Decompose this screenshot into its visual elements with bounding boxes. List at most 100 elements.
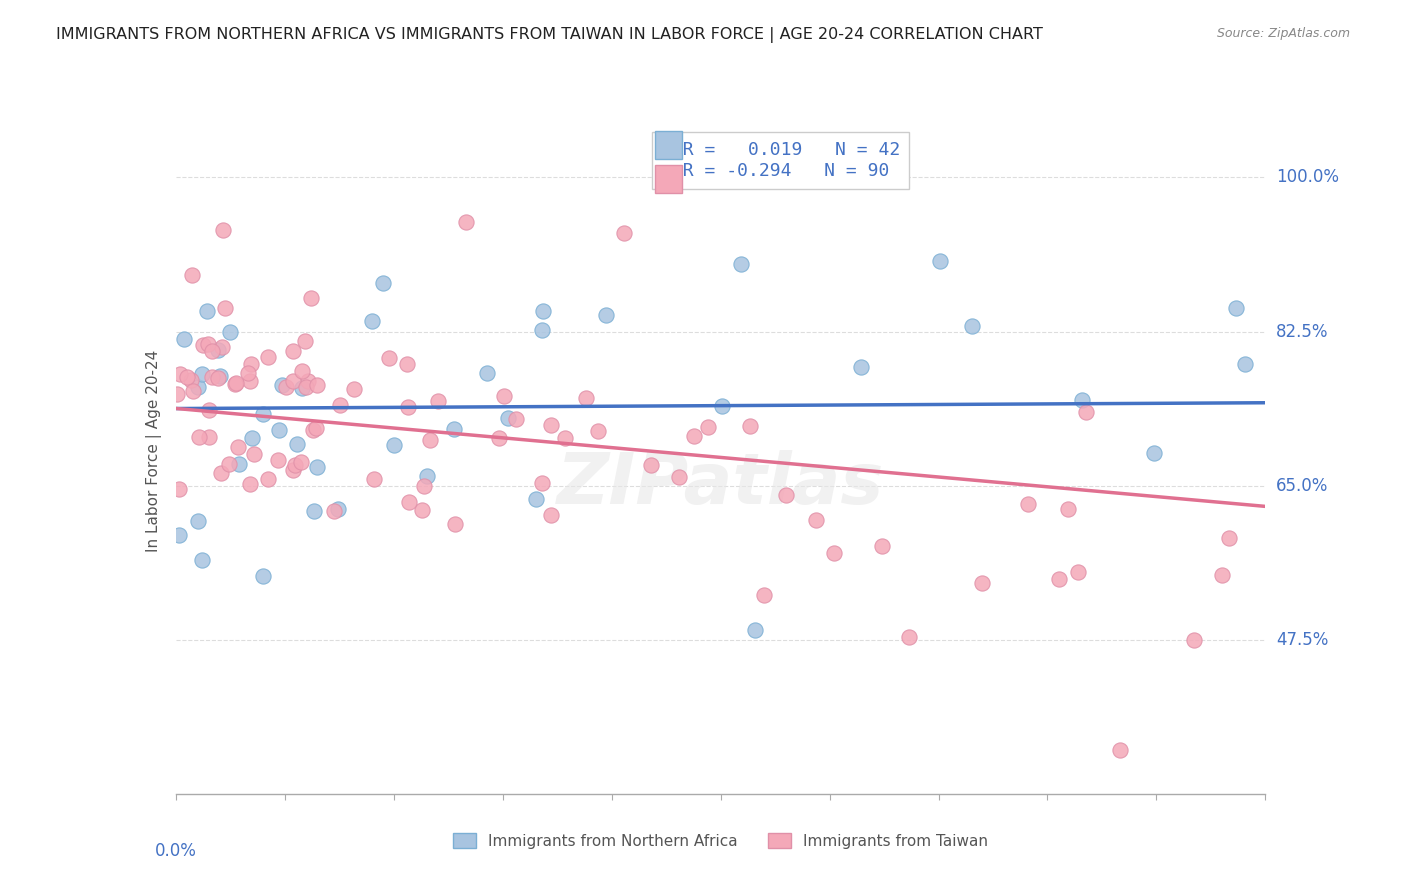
Point <box>872 540 894 554</box>
Point <box>574 392 596 406</box>
Point <box>554 431 576 445</box>
Point <box>198 403 221 417</box>
Point <box>167 527 190 541</box>
Point <box>851 360 873 375</box>
Point <box>191 552 214 566</box>
Point <box>531 303 554 318</box>
Point <box>823 546 845 560</box>
Point <box>166 386 188 401</box>
Point <box>740 419 762 434</box>
Point <box>640 458 662 472</box>
Point <box>211 222 233 236</box>
Point <box>531 475 554 490</box>
Point <box>243 447 266 461</box>
Point <box>187 380 209 394</box>
Point <box>360 314 382 328</box>
Point <box>299 292 322 306</box>
Text: 82.5%: 82.5% <box>1277 323 1329 341</box>
Point <box>1143 446 1166 460</box>
Point <box>305 459 328 474</box>
Point <box>898 630 921 644</box>
Point <box>218 458 240 472</box>
Point <box>668 469 690 483</box>
Point <box>416 469 439 483</box>
Point <box>970 576 993 591</box>
Point <box>211 340 233 354</box>
Legend: Immigrants from Northern Africa, Immigrants from Taiwan: Immigrants from Northern Africa, Immigra… <box>447 827 994 855</box>
Point <box>228 457 250 471</box>
Point <box>239 374 262 388</box>
Point <box>730 257 752 271</box>
Point <box>411 503 433 517</box>
Point <box>1047 573 1070 587</box>
Point <box>240 431 263 445</box>
FancyBboxPatch shape <box>655 131 682 159</box>
Point <box>1218 531 1240 545</box>
Text: 47.5%: 47.5% <box>1277 631 1329 648</box>
Point <box>219 325 242 339</box>
Point <box>1211 568 1233 582</box>
Point <box>488 431 510 445</box>
Point <box>195 304 218 318</box>
Point <box>297 374 319 388</box>
Point <box>697 419 720 434</box>
Point <box>396 401 419 415</box>
Point <box>492 389 515 403</box>
Point <box>291 381 314 395</box>
FancyBboxPatch shape <box>655 165 682 193</box>
Point <box>191 367 214 381</box>
Point <box>413 479 436 493</box>
Point <box>283 374 305 388</box>
Text: R =   0.019   N = 42
  R = -0.294   N = 90: R = 0.019 N = 42 R = -0.294 N = 90 <box>661 141 900 180</box>
Point <box>214 301 236 315</box>
Point <box>191 338 214 352</box>
Point <box>323 504 346 518</box>
Point <box>226 440 249 454</box>
Point <box>378 351 401 365</box>
Point <box>419 433 441 447</box>
Text: Source: ZipAtlas.com: Source: ZipAtlas.com <box>1216 27 1350 40</box>
Point <box>456 214 478 228</box>
Point <box>209 467 232 481</box>
Point <box>775 488 797 502</box>
Point <box>443 422 465 436</box>
Point <box>1182 633 1205 648</box>
Text: 0.0%: 0.0% <box>155 842 197 860</box>
Point <box>187 514 209 528</box>
Point <box>290 455 312 469</box>
Point <box>305 377 328 392</box>
Point <box>1017 497 1039 511</box>
Point <box>683 429 706 443</box>
Point <box>236 366 259 380</box>
Text: 100.0%: 100.0% <box>1277 169 1340 186</box>
Point <box>711 400 734 414</box>
Point <box>267 453 290 467</box>
Point <box>169 482 191 496</box>
Point <box>225 376 247 390</box>
Point <box>281 343 304 358</box>
Point <box>267 423 290 437</box>
Point <box>329 399 352 413</box>
Point <box>239 476 262 491</box>
Point <box>426 394 449 409</box>
Point <box>595 308 617 322</box>
Point <box>180 373 202 387</box>
Point <box>343 383 366 397</box>
Point <box>294 334 316 348</box>
Point <box>754 588 776 602</box>
Text: IMMIGRANTS FROM NORTHERN AFRICA VS IMMIGRANTS FROM TAIWAN IN LABOR FORCE | AGE 2: IMMIGRANTS FROM NORTHERN AFRICA VS IMMIG… <box>56 27 1043 43</box>
Point <box>1074 404 1097 418</box>
Point <box>285 437 308 451</box>
Point <box>207 371 229 385</box>
Point <box>201 370 224 384</box>
Point <box>197 336 219 351</box>
Point <box>295 380 318 394</box>
Point <box>201 344 224 359</box>
Point <box>363 472 385 486</box>
Point <box>302 504 325 518</box>
Point <box>256 472 278 486</box>
Point <box>540 418 562 433</box>
Point <box>1067 566 1090 580</box>
Point <box>198 430 221 444</box>
Point <box>274 380 297 394</box>
